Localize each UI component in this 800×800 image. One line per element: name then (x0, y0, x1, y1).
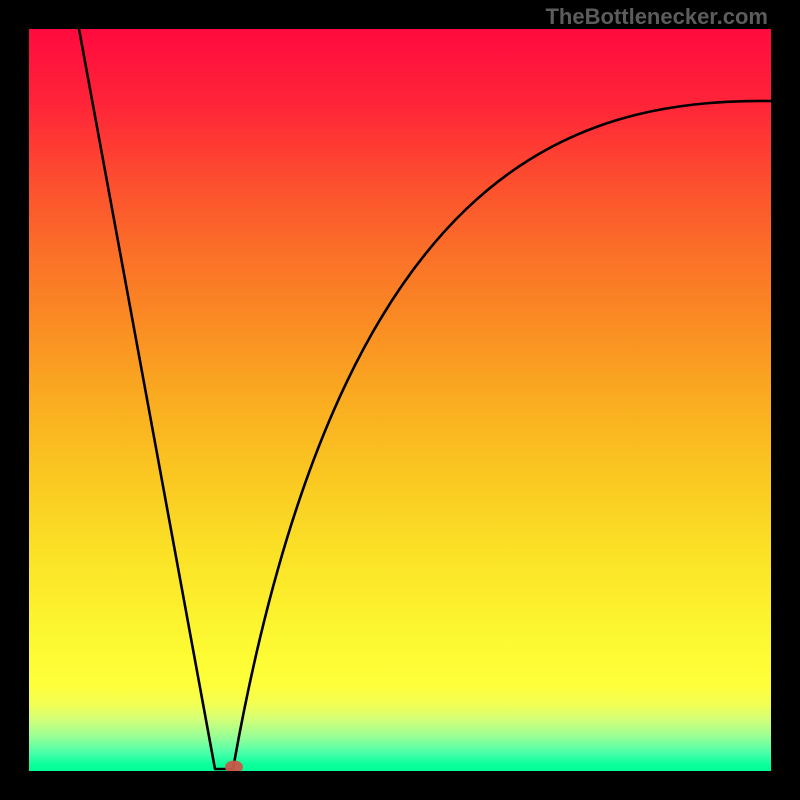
watermark-text: TheBottlenecker.com (545, 4, 768, 30)
plot-area (29, 29, 771, 771)
bottleneck-curve-svg (29, 29, 771, 771)
optimal-point-marker (225, 761, 243, 772)
bottleneck-curve (79, 29, 771, 769)
